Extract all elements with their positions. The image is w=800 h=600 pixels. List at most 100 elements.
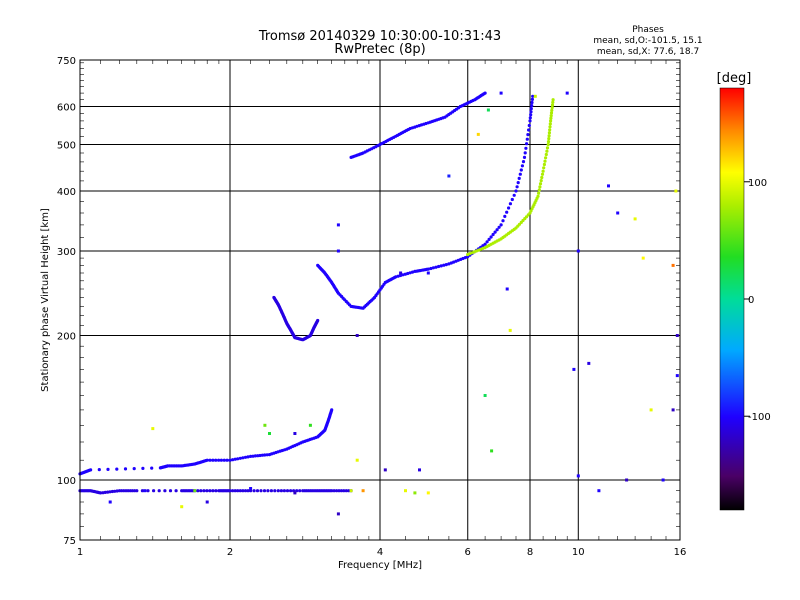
echo-point (641, 256, 645, 260)
echo-point (483, 394, 487, 397)
trace-point (497, 225, 501, 229)
trace-point (135, 489, 139, 493)
echo-point (355, 458, 359, 462)
trace-point (246, 455, 250, 459)
echo-point (572, 367, 576, 371)
trace-point (330, 408, 334, 412)
y-tick-label: 75 (63, 536, 76, 547)
trace-point (530, 97, 535, 101)
plot-frame (79, 59, 681, 541)
trace-point (276, 489, 280, 493)
trace-point (236, 457, 240, 461)
trace-point (256, 454, 260, 458)
colorbar-ticks: 100 0 -100 (744, 178, 771, 423)
trace-point (89, 468, 93, 472)
echo-point (508, 328, 512, 332)
trace-point (548, 125, 552, 129)
echo-point (671, 408, 675, 412)
trace-point (211, 489, 215, 493)
echo-point (633, 217, 637, 221)
trace-point (514, 189, 518, 193)
trace-point (252, 489, 256, 493)
trace-point (120, 489, 124, 493)
trace-point (231, 489, 235, 493)
trace-point (543, 159, 547, 163)
trace-point (406, 271, 410, 276)
phase-stats-o: mean, sd,O:-101.5, 15.1 (593, 36, 702, 46)
trace-point (551, 98, 555, 102)
echo-point (565, 91, 569, 95)
trace-point (501, 219, 505, 223)
trace-point (542, 162, 547, 167)
x-tick-label: 10 (572, 547, 585, 558)
echo-point (675, 374, 679, 378)
colorbar-tick-label: 0 (748, 295, 754, 306)
echo-point (293, 432, 297, 435)
echo-point (576, 474, 580, 478)
echo-point (675, 334, 679, 337)
phase-stats-x: mean, sd,X: 77.6, 18.7 (597, 47, 699, 57)
trace-point (442, 263, 446, 267)
trace-point (528, 116, 532, 120)
trace-point (547, 137, 551, 141)
trace-point (403, 272, 407, 276)
trace-point (549, 116, 553, 120)
trace-point (398, 273, 403, 278)
trace-point (298, 489, 302, 493)
echo-point (205, 500, 209, 504)
echo-point (349, 489, 353, 493)
echo-point (505, 287, 509, 291)
trace-point (485, 240, 489, 244)
echo-point (490, 449, 494, 453)
echo-point (355, 334, 359, 337)
chart-title: Tromsø 20140329 10:30:00-10:31:43 (258, 29, 501, 44)
trace-point (330, 489, 334, 493)
echo-point (674, 189, 678, 193)
trace-point (259, 489, 263, 493)
trace-point (452, 260, 456, 264)
trace-point (214, 489, 218, 493)
trace-point (246, 489, 250, 493)
trace-point (157, 489, 161, 493)
trace-point (524, 146, 528, 150)
trace-point (546, 142, 550, 147)
trace-point (126, 489, 130, 493)
trace-point (337, 489, 341, 493)
trace-point (236, 489, 240, 493)
trace-point (522, 155, 527, 159)
trace-point (547, 131, 552, 135)
trace-point (396, 274, 400, 278)
trace-point (547, 134, 551, 138)
trace-point (426, 267, 430, 271)
echo-point (308, 423, 312, 427)
trace-point (540, 172, 545, 176)
trace-point (255, 489, 260, 493)
trace-point (528, 119, 532, 123)
echo-point (426, 491, 430, 495)
echo-point (404, 489, 407, 493)
trace-point (133, 489, 137, 493)
y-tick-label: 600 (57, 103, 76, 114)
echo-point (193, 489, 197, 493)
trace-point (113, 489, 117, 493)
trace-point (531, 94, 535, 98)
trace-point (537, 191, 541, 195)
trace-point (410, 270, 415, 274)
trace-point (103, 490, 107, 494)
trace-point (122, 489, 126, 493)
trace-point (217, 458, 221, 462)
colorbar-tick-label: 100 (748, 178, 767, 189)
trace-point (549, 114, 553, 118)
trace-point (505, 210, 509, 214)
trace-point (208, 489, 212, 493)
trace-point (344, 489, 348, 493)
y-tick-label: 200 (57, 332, 76, 343)
y-tick-labels: 75 100 200 300 400 500 600 750 (57, 56, 76, 547)
trace-point (537, 188, 541, 192)
echo-point (249, 487, 253, 490)
trace-point (439, 264, 443, 268)
trace-point (233, 457, 237, 461)
trace-point (549, 111, 554, 115)
trace-point (260, 453, 264, 457)
echo-point (268, 432, 271, 435)
